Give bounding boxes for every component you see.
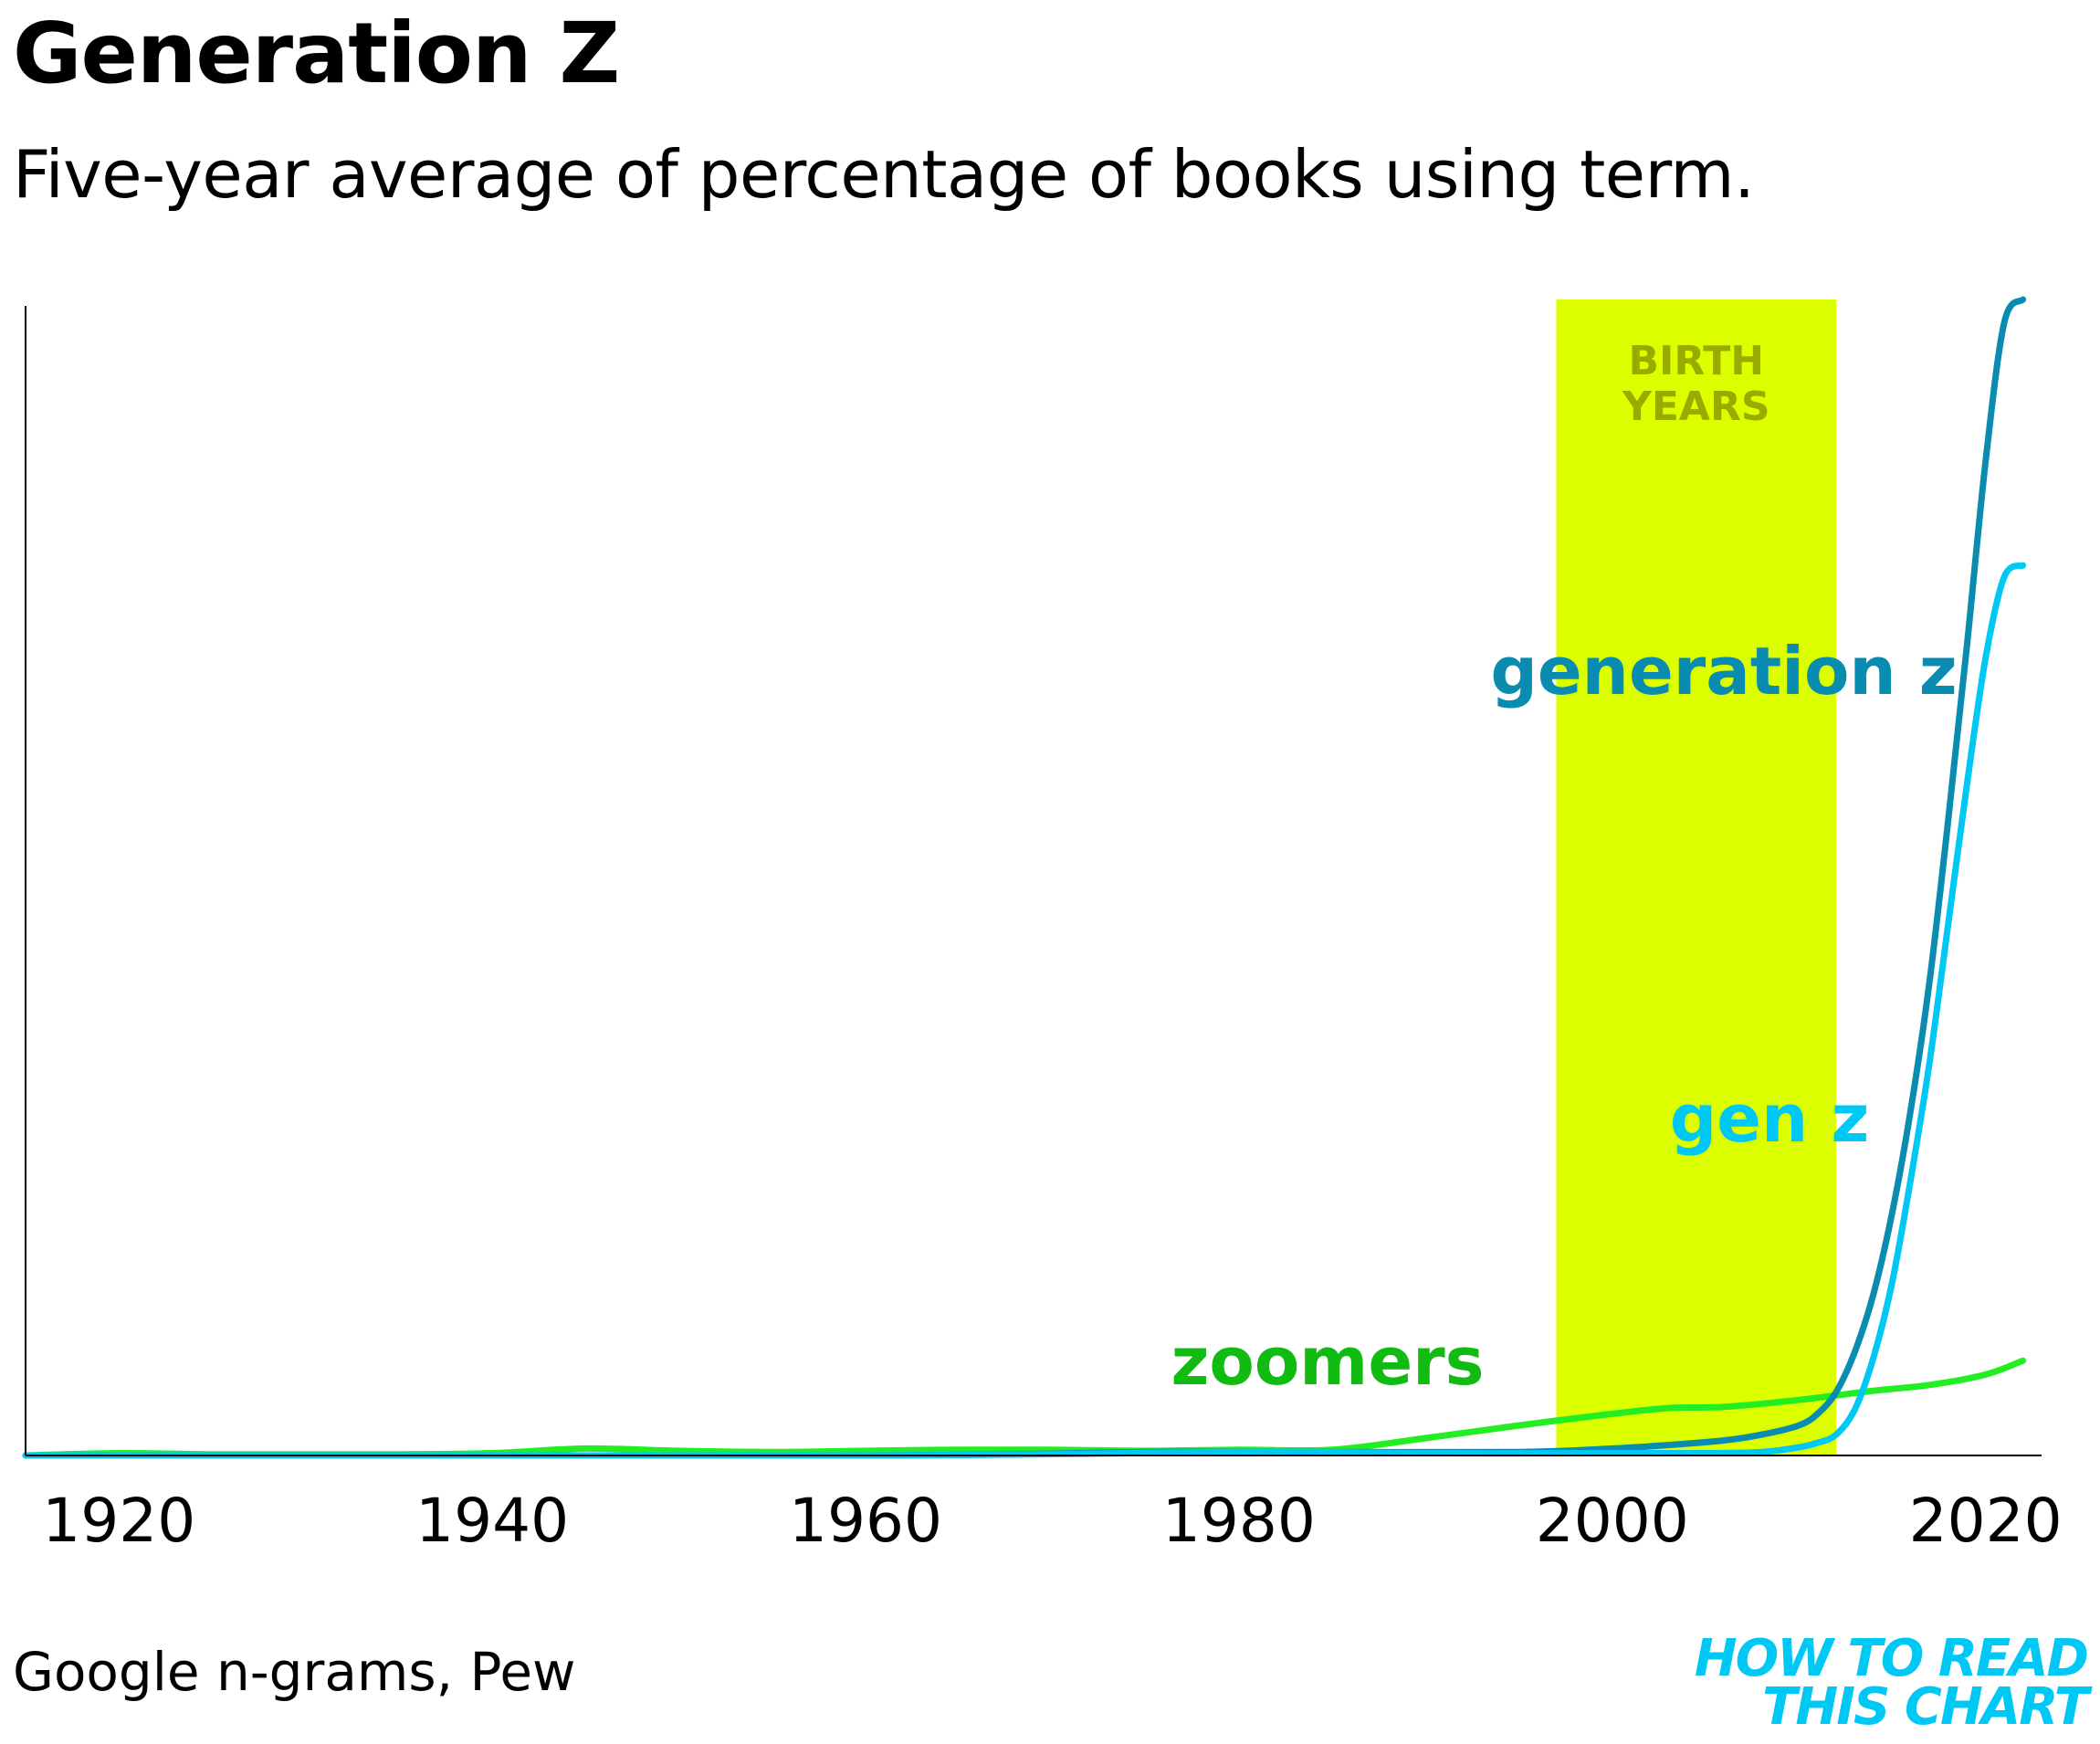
source-note: Google n-grams, Pew: [13, 1641, 576, 1703]
birth-years-band: [1556, 299, 1837, 1455]
x-tick-label-2020: 2020: [1909, 1486, 2063, 1556]
x-tick-label-1960: 1960: [789, 1486, 942, 1556]
brand-logo: HOW TO READ THIS CHART: [1694, 1629, 2089, 1738]
x-tick-label-1980: 1980: [1162, 1486, 1316, 1556]
x-tick-label-1920: 1920: [42, 1486, 195, 1556]
gen-z-series-label: gen z: [1670, 1080, 1870, 1157]
chart-subtitle: Five-year average of percentage of books…: [13, 136, 1755, 213]
x-tick-label-2000: 2000: [1536, 1486, 1689, 1556]
x-tick-label-1940: 1940: [415, 1486, 569, 1556]
logo-line-2: THIS CHART: [1762, 1677, 2089, 1738]
logo-line-1: HOW TO READ: [1694, 1629, 2089, 1688]
birth-years-label-line-1: BIRTH: [1628, 338, 1764, 384]
generation-z-series-label: generation z: [1490, 633, 1957, 709]
birth-years-label-line-2: YEARS: [1622, 383, 1770, 430]
chart-title: Generation Z: [13, 5, 620, 102]
gen-z-line: [22, 562, 2027, 1459]
zoomers-series-label: zoomers: [1171, 1323, 1484, 1400]
